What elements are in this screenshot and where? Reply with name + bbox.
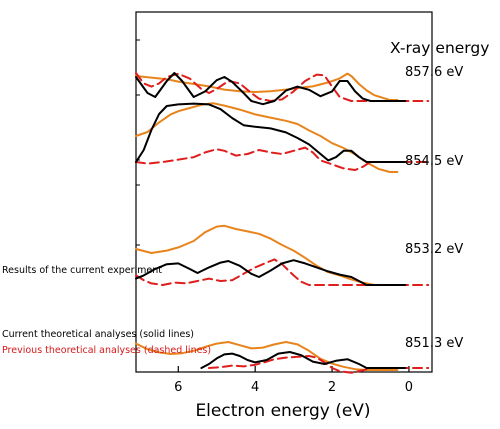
x-tick-label: 0 [405, 380, 413, 395]
previous-theory-curve-1 [135, 146, 430, 171]
experiment-curve-2 [135, 224, 399, 286]
x-tick-label: 6 [174, 380, 182, 395]
curves-layer [135, 72, 430, 374]
energy-label-853-2: 853.2 eV [405, 242, 463, 257]
annotation-current-theory: Current theoretical analyses (solid line… [2, 329, 194, 340]
previous-theory-curve-2 [135, 258, 430, 286]
energy-label-854-5: 854.5 eV [405, 154, 463, 169]
experiment-curve-0 [135, 72, 399, 101]
energy-label-851-3: 851.3 eV [405, 336, 463, 351]
current-theory-curve-3 [200, 351, 407, 369]
current-theory-curve-1 [135, 102, 407, 163]
experiment-curve-1 [135, 102, 399, 173]
legend-title: X-ray energy [390, 39, 489, 57]
previous-theory-curve-3 [208, 355, 430, 374]
energy-label-857-6: 857.6 eV [405, 65, 463, 80]
x-tick-label: 4 [251, 380, 259, 395]
current-theory-curve-0 [135, 72, 407, 106]
x-tick-label: 2 [328, 380, 336, 395]
annotation-experiment: Results of the current experiment [2, 265, 162, 276]
plot-frame [135, 11, 433, 373]
current-theory-curve-2 [135, 259, 407, 286]
experiment-curve-3 [135, 341, 399, 371]
annotation-previous-theory: Previous theoretical analyses (dashed li… [2, 345, 211, 356]
x-axis-label: Electron energy (eV) [195, 401, 370, 421]
